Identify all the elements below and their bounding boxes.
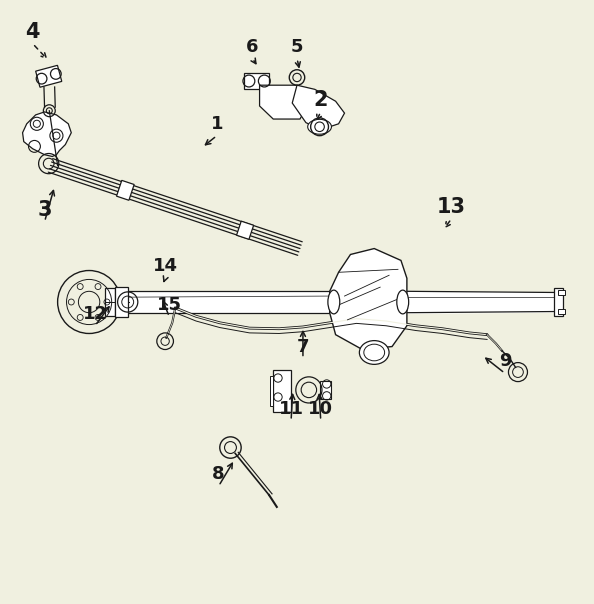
Polygon shape xyxy=(236,221,254,239)
Text: 11: 11 xyxy=(279,400,304,418)
Polygon shape xyxy=(558,309,565,315)
Polygon shape xyxy=(244,72,269,89)
Text: 1: 1 xyxy=(210,115,223,133)
Polygon shape xyxy=(260,85,311,119)
Ellipse shape xyxy=(308,120,331,134)
Text: 4: 4 xyxy=(26,22,40,42)
Text: 7: 7 xyxy=(296,338,309,356)
Ellipse shape xyxy=(364,344,385,361)
Polygon shape xyxy=(36,65,62,87)
Polygon shape xyxy=(273,370,291,412)
Text: 5: 5 xyxy=(290,37,304,56)
Polygon shape xyxy=(330,248,407,350)
Polygon shape xyxy=(23,112,71,156)
Text: 14: 14 xyxy=(153,257,178,275)
Text: 13: 13 xyxy=(437,197,466,217)
Text: 6: 6 xyxy=(246,37,259,56)
Ellipse shape xyxy=(359,341,389,364)
Polygon shape xyxy=(292,85,345,130)
Text: 9: 9 xyxy=(498,352,511,370)
Polygon shape xyxy=(115,287,128,317)
Polygon shape xyxy=(320,381,331,399)
Text: 8: 8 xyxy=(212,465,225,483)
Text: 10: 10 xyxy=(308,400,333,418)
Text: 15: 15 xyxy=(157,296,182,314)
Polygon shape xyxy=(116,181,134,201)
Text: 12: 12 xyxy=(83,305,108,323)
Polygon shape xyxy=(558,289,565,295)
Ellipse shape xyxy=(397,290,409,314)
Text: 3: 3 xyxy=(37,200,52,220)
Polygon shape xyxy=(105,288,115,316)
Text: 2: 2 xyxy=(314,90,328,110)
Polygon shape xyxy=(554,288,563,316)
Ellipse shape xyxy=(328,290,340,314)
Polygon shape xyxy=(270,376,273,406)
